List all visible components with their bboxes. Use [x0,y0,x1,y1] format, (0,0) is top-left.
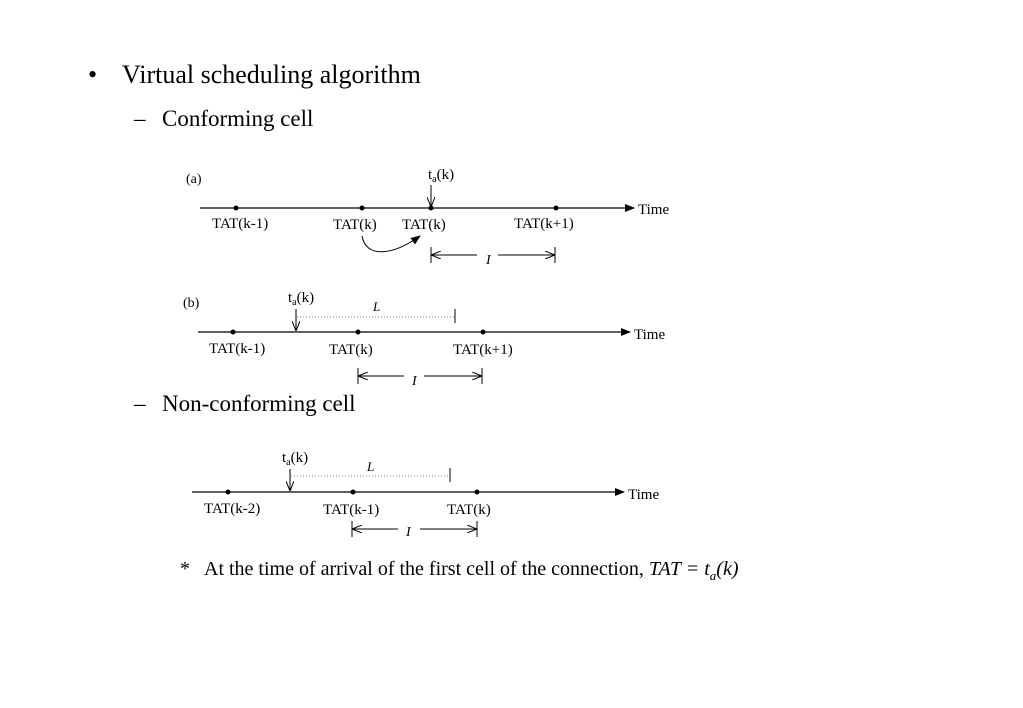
diagram-a: (a) Time TAT(k-1) TAT(k) TAT(k) TAT(k+1)… [186,167,669,268]
tick-dot [428,205,434,211]
tick-dot [480,329,486,335]
footnote-formula: TAT = ta(k) [648,558,739,583]
sub-item-nonconforming: – Non-conforming cell [134,391,356,417]
main-bullet: • Virtual scheduling algorithm [88,60,421,90]
axis-label-b: Time [634,327,665,343]
sub-label-nonconforming: Non-conforming cell [162,391,356,416]
sub-dash: – [134,106,146,131]
tick-label: TAT(k) [333,217,377,233]
limit-label-c: L [366,459,374,474]
tick-label: TAT(k) [329,342,373,358]
tick-dot [225,489,231,495]
diagram-b: (b) Time TAT(k-1) TAT(k) TAT(k+1) ta(k) … [183,290,665,389]
tick-dot [474,489,480,495]
tick-dot [233,205,239,211]
tick-dot [355,329,361,335]
arrival-label-b: ta(k) [288,290,314,308]
limit-label-b: L [372,299,380,314]
arrival-label-c: ta(k) [282,450,308,468]
diagram-c: Time TAT(k-2) TAT(k-1) TAT(k) ta(k) L I [192,450,659,540]
tick-dot [553,205,559,211]
sub-label-conforming: Conforming cell [162,106,314,131]
sub-dash: – [134,391,146,416]
panel-label-a: (a) [186,172,202,187]
sub-item-conforming: – Conforming cell [134,106,313,132]
bullet-dot: • [88,60,98,89]
interval-label-b: I [411,374,418,389]
footnote-star: * [180,558,190,580]
footnote: * At the time of arrival of the first cel… [180,558,738,584]
tick-label: TAT(k-1) [209,341,265,357]
tick-label: TAT(k-1) [212,216,268,232]
tick-dot [350,489,356,495]
axis-label-c: Time [628,487,659,503]
footnote-text: At the time of arrival of the first cell… [204,558,649,580]
tick-label: TAT(k+1) [514,216,574,232]
tick-dot [230,329,236,335]
bullet-title: Virtual scheduling algorithm [122,60,421,89]
interval-label-a: I [485,253,492,268]
update-arrow-a [361,235,421,253]
tick-label: TAT(k) [447,502,491,518]
tick-label: TAT(k-2) [204,501,260,517]
arrival-label-a: ta(k) [428,167,454,185]
tick-label: TAT(k-1) [323,502,379,518]
panel-label-b: (b) [183,296,200,311]
tick-label: TAT(k) [402,217,446,233]
axis-label-a: Time [638,202,669,218]
tick-label: TAT(k+1) [453,342,513,358]
interval-label-c: I [405,525,412,540]
tick-dot [359,205,365,211]
